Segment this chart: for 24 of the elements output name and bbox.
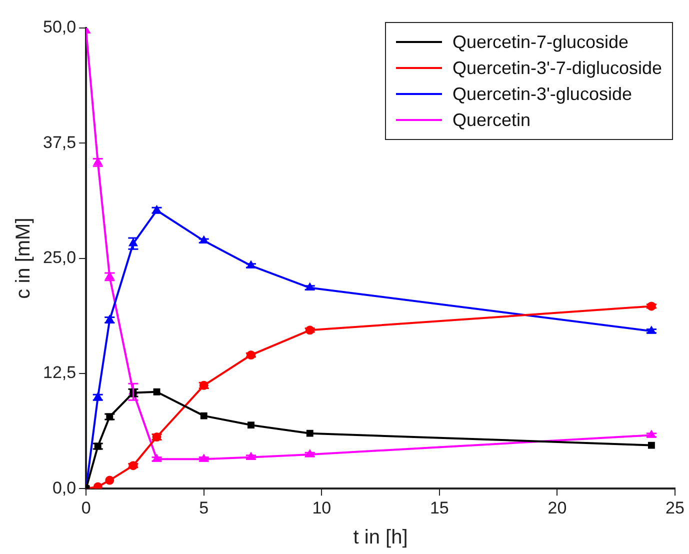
y-tick-label: 25,0	[42, 248, 76, 267]
y-tick-label: 12,5	[42, 363, 76, 382]
x-tick-label: 15	[430, 498, 449, 518]
x-tick-label: 10	[312, 498, 332, 518]
point	[200, 412, 208, 420]
legend-label: Quercetin-7-glucoside	[452, 31, 629, 54]
point	[306, 430, 314, 437]
y-axis-title: c in [mM]	[12, 218, 35, 299]
x-axis-title: t in [h]	[353, 526, 408, 549]
point	[105, 476, 114, 485]
point	[93, 482, 102, 489]
legend-label: Quercetin	[452, 109, 530, 132]
x-tick-label: 5	[199, 498, 209, 518]
y-tick-label: 50,0	[42, 18, 76, 37]
x-tick-label: 25	[666, 498, 684, 518]
y-tick-label: 37,5	[42, 132, 76, 152]
point	[153, 388, 160, 396]
x-tick-label: 20	[548, 498, 567, 518]
point	[248, 422, 254, 429]
point	[648, 442, 655, 449]
x-tick-label: 0	[81, 498, 91, 518]
y-tick-label: 0,0	[52, 478, 76, 498]
legend-label: Quercetin-3'-7-diglucoside	[452, 57, 662, 80]
legend-label: Quercetin-3'-glucoside	[452, 83, 632, 106]
